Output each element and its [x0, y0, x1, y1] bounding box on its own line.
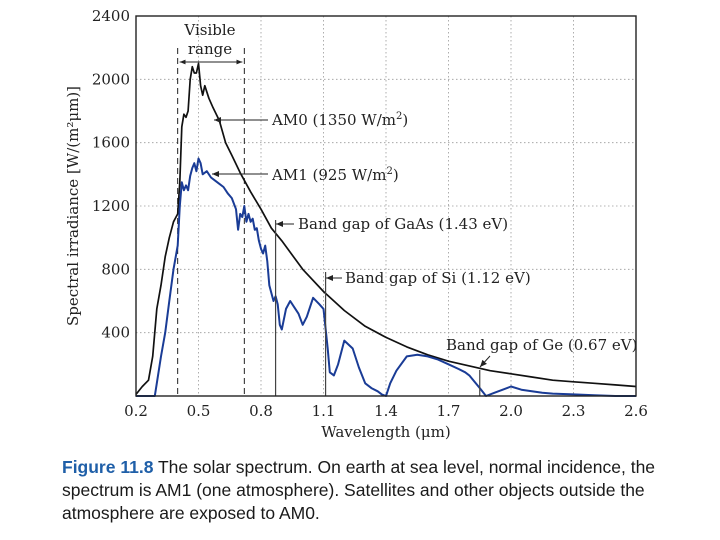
band-gap-gaas-annotation: Band gap of GaAs (1.43 eV): [276, 215, 508, 233]
x-tick-label: 1.7: [437, 402, 461, 420]
am0-annotation: AM0 (1350 W/m2): [214, 111, 408, 129]
x-axis-label: Wavelength (μm): [321, 423, 450, 441]
am1-label: AM1 (925 W/m2): [271, 166, 399, 184]
grid: [136, 16, 636, 396]
visible-range-label-line2: range: [188, 40, 232, 58]
visible-range-label-line1: Visible: [183, 21, 235, 39]
x-tick-label: 2.6: [624, 402, 648, 420]
x-tick-label: 2.3: [562, 402, 586, 420]
band-gap-si-label: Band gap of Si (1.12 eV): [345, 269, 531, 287]
y-tick-label: 1600: [92, 134, 130, 152]
solar-spectrum-chart: 0.2 0.5 0.8 1.1 1.4 1.7 2.0 2.3 2.6 400 800 1200 160…: [64, 7, 648, 441]
caption-text: The solar spectrum. On earth at sea leve…: [62, 457, 656, 523]
plot-frame: [135, 15, 637, 397]
y-tick-label: 1200: [92, 197, 130, 215]
band-gap-si-annotation: Band gap of Si (1.12 eV): [326, 269, 531, 287]
x-tick-label: 2.0: [499, 402, 523, 420]
figure-number: Figure 11.8: [62, 457, 154, 477]
band-gap-ge-annotation: Band gap of Ge (0.67 eV): [446, 336, 637, 368]
x-tick-label: 0.5: [187, 402, 211, 420]
band-gap-ge-label: Band gap of Ge (0.67 eV): [446, 336, 637, 354]
x-tick-label: 0.2: [124, 402, 148, 420]
y-tick-label: 2000: [92, 70, 130, 88]
figure-caption: Figure 11.8 The solar spectrum. On earth…: [62, 456, 662, 525]
y-tick-label: 800: [101, 260, 130, 278]
band-gap-markers: [274, 220, 481, 396]
x-tick-label: 0.8: [249, 402, 273, 420]
am0-label: AM0 (1350 W/m2): [271, 111, 408, 129]
band-gap-ge-arrow: [479, 355, 491, 368]
x-tick-label: 1.4: [374, 402, 398, 420]
band-gap-gaas-label: Band gap of GaAs (1.43 eV): [298, 215, 508, 233]
y-tick-label: 2400: [92, 7, 130, 25]
y-axis-label: Spectral irradiance [W/(m²μm)]: [64, 86, 82, 326]
y-tick-label: 400: [101, 324, 130, 342]
am1-curve: [136, 157, 636, 397]
am1-annotation: AM1 (925 W/m2): [212, 166, 399, 184]
visible-range-markers: [177, 48, 245, 396]
x-tick-label: 1.1: [312, 402, 336, 420]
tick-labels: 0.2 0.5 0.8 1.1 1.4 1.7 2.0 2.3 2.6 400 800 1200 160…: [92, 7, 648, 420]
